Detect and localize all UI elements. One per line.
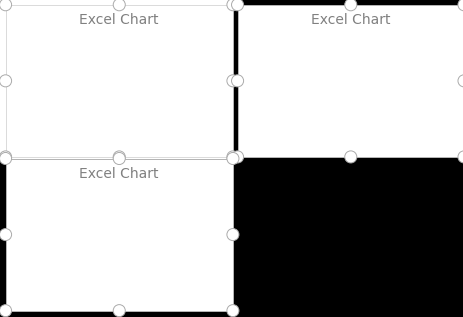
Text: Excel Chart: Excel Chart [79, 13, 159, 27]
Text: Excel Chart: Excel Chart [310, 13, 390, 27]
Text: Excel Chart: Excel Chart [79, 167, 159, 181]
